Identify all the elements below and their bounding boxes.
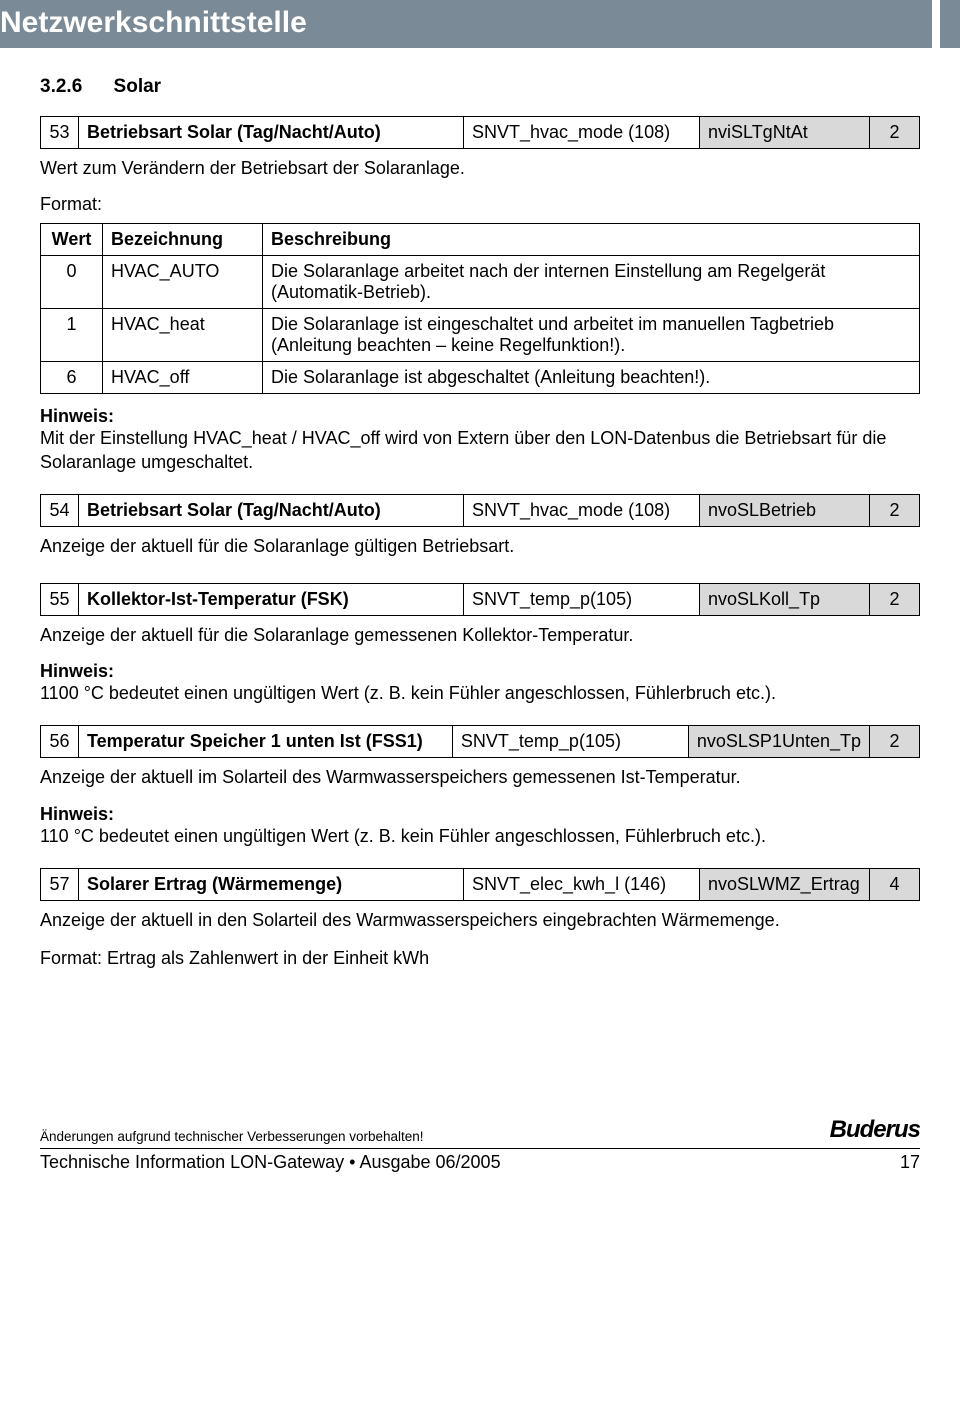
entry-number: 53: [41, 117, 79, 149]
entry-var: nvoSLKoll_Tp: [700, 583, 870, 615]
entry-count: 2: [870, 583, 920, 615]
entry-name: Betriebsart Solar (Tag/Nacht/Auto): [79, 117, 464, 149]
entry-count: 2: [870, 726, 920, 758]
entry-count: 2: [870, 495, 920, 527]
chapter-header: Netzwerkschnittstelle 3: [0, 0, 960, 48]
entry-number: 56: [41, 726, 79, 758]
page-footer: Änderungen aufgrund technischer Verbesse…: [40, 1110, 920, 1173]
entry-53-desc: Wert zum Verändern der Betriebsart der S…: [40, 157, 920, 180]
entry-number: 57: [41, 869, 79, 901]
format-label: Format:: [40, 194, 920, 215]
chapter-title: Netzwerkschnittstelle: [0, 0, 932, 48]
table-row: 6 HVAC_off Die Solaranlage ist abgeschal…: [41, 362, 920, 394]
hint-body: Mit der Einstellung HVAC_heat / HVAC_off…: [40, 427, 920, 474]
entry-var: nviSLTgNtAt: [700, 117, 870, 149]
hint-label: Hinweis:: [40, 406, 920, 427]
hint-label: Hinweis:: [40, 661, 920, 682]
entry-var: nvoSLBetrieb: [700, 495, 870, 527]
entry-var: nvoSLSP1Unten_Tp: [688, 726, 869, 758]
table-row: 0 HVAC_AUTO Die Solaranlage arbeitet nac…: [41, 256, 920, 309]
entry-name: Kollektor-Ist-Temperatur (FSK): [79, 583, 464, 615]
section-heading: 3.2.6 Solar: [40, 76, 920, 98]
entry-56-desc: Anzeige der aktuell im Solarteil des War…: [40, 766, 920, 789]
entry-snvt: SNVT_hvac_mode (108): [464, 117, 700, 149]
entry-snvt: SNVT_hvac_mode (108): [464, 495, 700, 527]
entry-55-desc: Anzeige der aktuell für die Solaranlage …: [40, 624, 920, 647]
entry-snvt: SNVT_temp_p(105): [452, 726, 688, 758]
format-table: Wert Bezeichnung Beschreibung 0 HVAC_AUT…: [40, 223, 920, 394]
entry-57-table: 57 Solarer Ertrag (Wärmemenge) SNVT_elec…: [40, 868, 920, 901]
footer-changes-note: Änderungen aufgrund technischer Verbesse…: [40, 1129, 424, 1144]
brand-logo: Buderus: [830, 1116, 920, 1144]
entry-55-table: 55 Kollektor-Ist-Temperatur (FSK) SNVT_t…: [40, 583, 920, 616]
entry-57-format: Format: Ertrag als Zahlenwert in der Ein…: [40, 947, 920, 970]
entry-57-desc: Anzeige der aktuell in den Solarteil des…: [40, 909, 920, 932]
entry-snvt: SNVT_elec_kwh_l (146): [464, 869, 700, 901]
col-beschreibung: Beschreibung: [263, 224, 920, 256]
chapter-number: 3: [940, 0, 960, 48]
entry-snvt: SNVT_temp_p(105): [464, 583, 700, 615]
hint-body: 110 °C bedeutet einen ungültigen Wert (z…: [40, 825, 920, 848]
entry-name: Betriebsart Solar (Tag/Nacht/Auto): [79, 495, 464, 527]
entry-56-table: 56 Temperatur Speicher 1 unten Ist (FSS1…: [40, 725, 920, 758]
entry-name: Solarer Ertrag (Wärmemenge): [79, 869, 464, 901]
table-row: 1 HVAC_heat Die Solaranlage ist eingesch…: [41, 309, 920, 362]
hint-body: 1100 °C bedeutet einen ungültigen Wert (…: [40, 682, 920, 705]
col-bezeichnung: Bezeichnung: [103, 224, 263, 256]
section-number: 3.2.6: [40, 76, 82, 97]
entry-54-table: 54 Betriebsart Solar (Tag/Nacht/Auto) SN…: [40, 494, 920, 527]
entry-53-table: 53 Betriebsart Solar (Tag/Nacht/Auto) SN…: [40, 116, 920, 149]
footer-page-number: 17: [900, 1152, 920, 1173]
section-title: Solar: [114, 76, 162, 97]
entry-number: 54: [41, 495, 79, 527]
entry-name: Temperatur Speicher 1 unten Ist (FSS1): [79, 726, 453, 758]
entry-54-desc: Anzeige der aktuell für die Solaranlage …: [40, 535, 920, 558]
hint-label: Hinweis:: [40, 804, 920, 825]
entry-count: 4: [870, 869, 920, 901]
footer-doc-title: Technische Information LON-Gateway • Aus…: [40, 1152, 501, 1173]
entry-number: 55: [41, 583, 79, 615]
entry-var: nvoSLWMZ_Ertrag: [700, 869, 870, 901]
col-wert: Wert: [41, 224, 103, 256]
entry-count: 2: [870, 117, 920, 149]
